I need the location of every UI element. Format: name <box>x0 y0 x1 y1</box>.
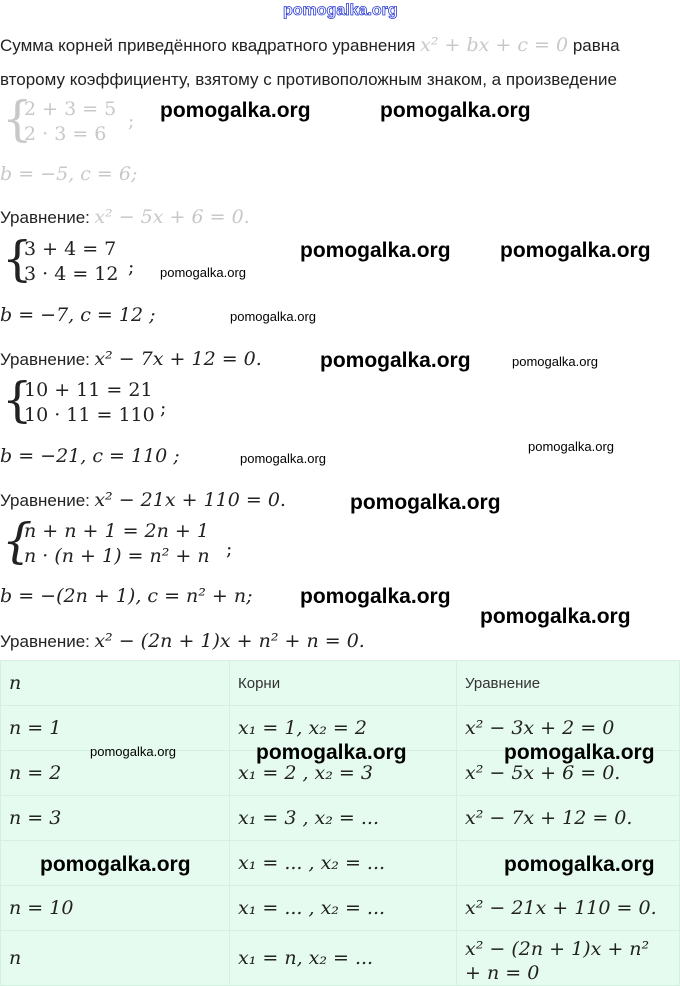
cell: x₁ = 1, x₂ = 2 <box>229 705 457 751</box>
equation-1: Уравнение: x² − 5x + 6 = 0. <box>0 206 250 228</box>
table-row: n = 1 x₁ = 1, x₂ = 2 x² − 3x + 2 = 0 <box>0 705 680 751</box>
cell: x² − 5x + 6 = 0. <box>456 750 680 796</box>
watermark: pomogalka.org <box>256 741 407 764</box>
semicolon: ; <box>128 256 135 278</box>
cell: n <box>0 930 230 986</box>
watermark: pomogalka.org <box>480 605 631 628</box>
semicolon: ; <box>128 110 135 132</box>
coefficients-1: b = −5, c = 6; <box>0 163 138 185</box>
watermark: pomogalka.org <box>504 741 655 764</box>
watermark-logo: pomogalka.org <box>283 2 398 20</box>
cell: n = 2 <box>0 750 230 796</box>
cell <box>456 840 680 886</box>
coefficients-4: b = −(2n + 1), c = n² + n; <box>0 585 253 607</box>
table-row: n = 3 x₁ = 3 , x₂ = ... x² − 7x + 12 = 0. <box>0 795 680 841</box>
cell: x² − 21x + 110 = 0. <box>456 885 680 931</box>
table-row: n x₁ = n, x₂ = ... x² − (2n + 1)x + n² + n… <box>0 930 680 986</box>
cell: x₁ = ... , x₂ = ... <box>229 840 457 886</box>
header-roots: Корни <box>229 660 457 706</box>
watermark: pomogalka.org <box>512 354 598 369</box>
cell: x₁ = ... , x₂ = ... <box>229 885 457 931</box>
watermark: pomogalka.org <box>300 585 451 608</box>
results-table: n Корни Уравнение n = 1 x₁ = 1, x₂ = 2 x² − … <box>0 660 680 986</box>
coefficients-3: b = −21, c = 110 ; <box>0 445 180 467</box>
watermark: pomogalka.org <box>160 99 311 122</box>
intro-line-2: второму коэффициенту, взятому с противоп… <box>0 70 617 89</box>
semicolon: ; <box>160 397 167 419</box>
cell: x₁ = n, x₂ = ... <box>229 930 457 986</box>
header-n: n <box>0 660 230 706</box>
watermark: pomogalka.org <box>504 853 655 876</box>
cell: n = 10 <box>0 885 230 931</box>
cell: x² − 7x + 12 = 0. <box>456 795 680 841</box>
watermark: pomogalka.org <box>320 349 471 372</box>
equation-3: Уравнение: x² − 21x + 110 = 0. <box>0 489 286 511</box>
watermark: pomogalka.org <box>380 99 531 122</box>
cell: x² − (2n + 1)x + n² + n = 0 <box>456 930 680 986</box>
watermark: pomogalka.org <box>528 439 614 454</box>
watermark: pomogalka.org <box>230 309 316 324</box>
intro-line-1: Сумма корней приведённого квадратного ур… <box>0 34 620 56</box>
table-row: x₁ = ... , x₂ = ... <box>0 840 680 886</box>
equation-4: Уравнение: x² − (2n + 1)x + n² + n = 0. <box>0 630 365 652</box>
table-row: n = 2 x₁ = 2 , x₂ = 3 x² − 5x + 6 = 0. <box>0 750 680 796</box>
table-header-row: n Корни Уравнение <box>0 660 680 706</box>
semicolon: ; <box>226 538 233 560</box>
coefficients-2: b = −7, c = 12 ; <box>0 304 156 326</box>
cell: x₁ = 2 , x₂ = 3 <box>229 750 457 796</box>
cell: n = 3 <box>0 795 230 841</box>
watermark: pomogalka.org <box>350 491 501 514</box>
table-row: n = 10 x₁ = ... , x₂ = ... x² − 21x + 110 … <box>0 885 680 931</box>
watermark: pomogalka.org <box>300 239 451 262</box>
system-3: {10 + 11 = 21 10 · 11 = 110 <box>2 372 155 428</box>
equation-2: Уравнение: x² − 7x + 12 = 0. <box>0 348 262 370</box>
cell <box>0 840 230 886</box>
cell: x₁ = 3 , x₂ = ... <box>229 795 457 841</box>
watermark: pomogalka.org <box>40 853 191 876</box>
cell: n = 1 <box>0 705 230 751</box>
watermark: pomogalka.org <box>160 265 246 280</box>
watermark: pomogalka.org <box>90 744 176 759</box>
watermark: pomogalka.org <box>500 239 651 262</box>
watermark: pomogalka.org <box>240 451 326 466</box>
header-equation: Уравнение <box>456 660 680 706</box>
